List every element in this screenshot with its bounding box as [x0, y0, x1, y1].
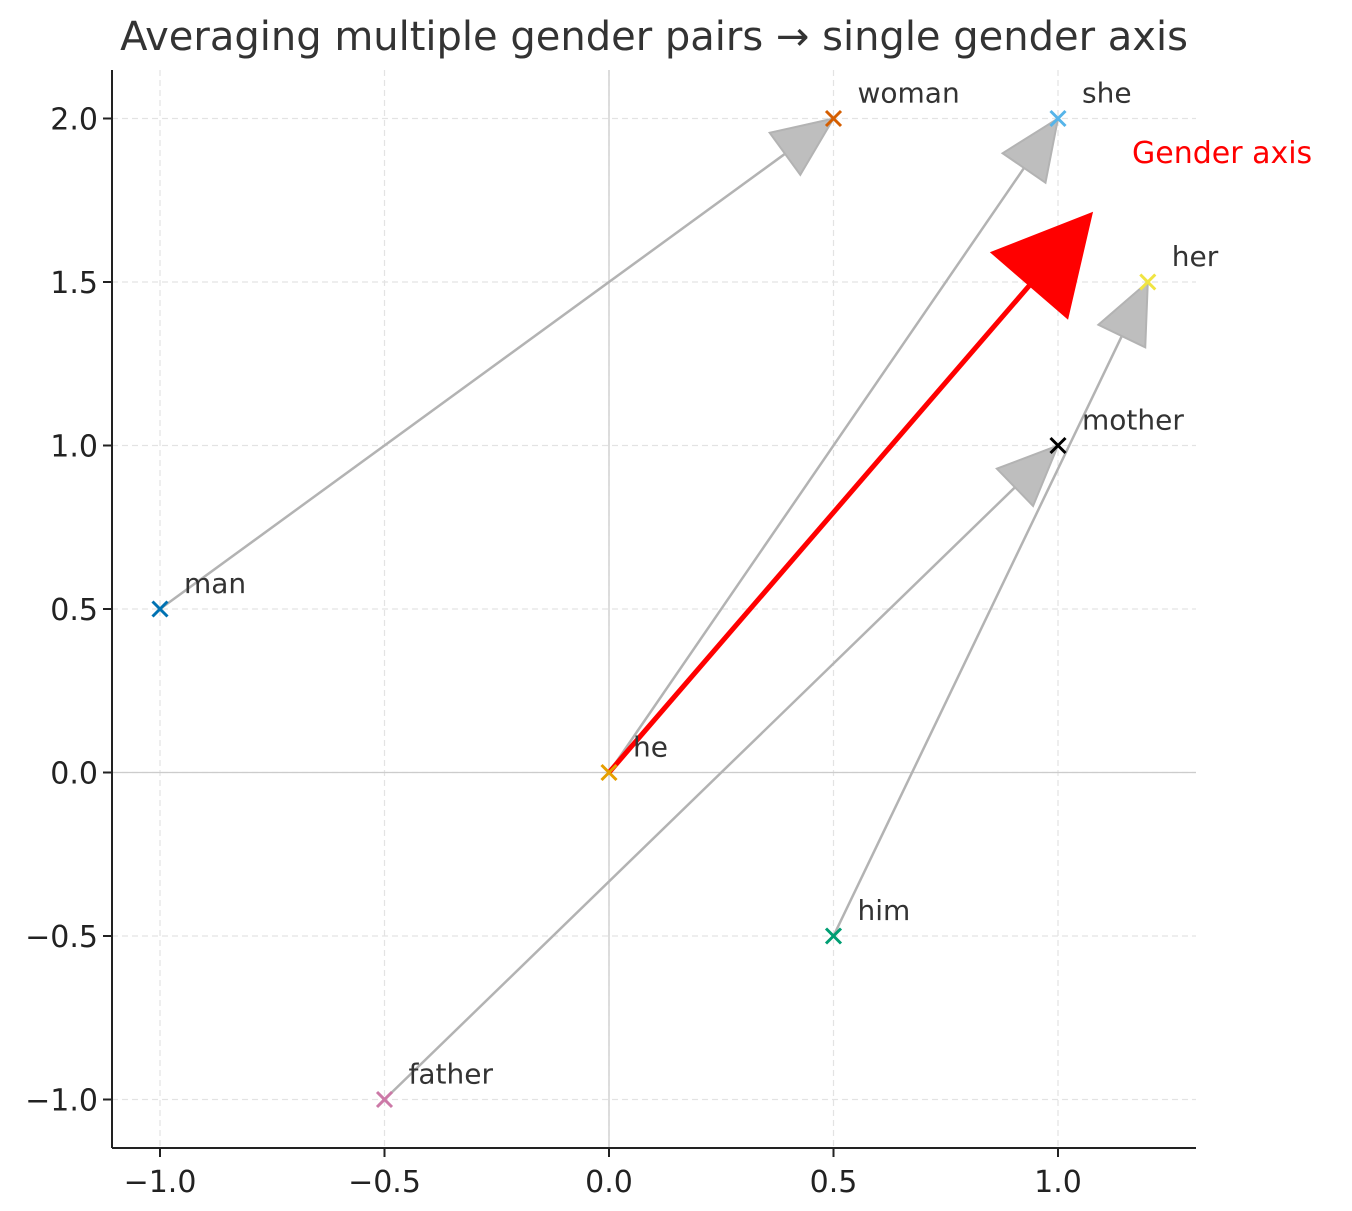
point-label-him: him	[858, 894, 911, 927]
point-woman	[824, 109, 843, 128]
point-label-man: man	[184, 567, 246, 600]
gender-axis-arrow-group: Gender axis	[607, 136, 1312, 775]
x-tick-label: 0.5	[810, 1165, 858, 1200]
pair-arrow-him-her-shaft	[832, 335, 1123, 937]
point-marker-stroke	[375, 1090, 394, 1109]
pair-arrow-man-woman-head	[767, 117, 836, 177]
point-labels: man woman he she him her father mother	[184, 77, 1219, 1091]
point-marker-stroke	[1049, 109, 1067, 128]
grid	[112, 70, 1196, 1148]
point-marker-stroke	[824, 109, 843, 128]
x-ticks: −1.0 −0.5 0.0 0.5 1.0	[124, 1148, 1082, 1200]
gender-axis-arrow-shaft	[607, 283, 1032, 775]
pair-arrow-man-woman-shaft	[159, 152, 786, 611]
y-tick-label: 0.0	[50, 757, 98, 792]
point-label-mother: mother	[1082, 404, 1184, 437]
pair-arrows	[159, 116, 1149, 1101]
pair-arrow-father-mother-head	[995, 443, 1060, 508]
gender-axis-arrow-head	[989, 211, 1094, 320]
x-tick-label: 0.0	[585, 1165, 633, 1200]
point-father	[375, 1090, 394, 1109]
pair-arrow-he-she-head	[1000, 116, 1060, 185]
y-ticks: −1.0 −0.5 0.0 0.5 1.0 1.5 2.0	[25, 103, 112, 1119]
pair-arrow-father-mother-shaft	[383, 486, 1016, 1101]
point-marker-stroke	[824, 927, 843, 945]
point-marker-stroke	[151, 600, 169, 618]
y-tick-label: −0.5	[25, 920, 98, 955]
point-mother	[1049, 436, 1067, 455]
y-tick-label: 0.5	[50, 593, 98, 628]
point-marker-stroke	[1139, 273, 1157, 291]
point-label-woman: woman	[858, 77, 960, 110]
x-tick-label: −0.5	[348, 1165, 421, 1200]
point-her	[1139, 273, 1157, 291]
y-tick-label: 1.0	[50, 430, 98, 465]
y-tick-label: −1.0	[25, 1084, 98, 1119]
point-man	[151, 600, 169, 618]
y-tick-label: 1.5	[50, 266, 98, 301]
point-marker-stroke	[600, 763, 618, 782]
point-label-her: her	[1172, 240, 1219, 273]
point-label-father: father	[409, 1058, 494, 1091]
point-label-she: she	[1082, 77, 1132, 110]
point-him	[824, 927, 843, 945]
x-tick-label: 1.0	[1034, 1165, 1082, 1200]
chart-title: Averaging multiple gender pairs → single…	[120, 14, 1188, 60]
point-marker-stroke	[1049, 436, 1067, 455]
pair-arrow-he-she-shaft	[607, 167, 1026, 774]
point-label-he: he	[633, 731, 668, 764]
y-tick-label: 2.0	[50, 103, 98, 138]
zero-lines	[112, 70, 1196, 1148]
gender-axis-label: Gender axis	[1132, 136, 1312, 171]
pair-arrow-him-her-head	[1096, 279, 1149, 349]
x-tick-label: −1.0	[124, 1165, 197, 1200]
point-he	[600, 763, 618, 782]
point-she	[1049, 109, 1067, 128]
points	[151, 109, 1157, 1109]
